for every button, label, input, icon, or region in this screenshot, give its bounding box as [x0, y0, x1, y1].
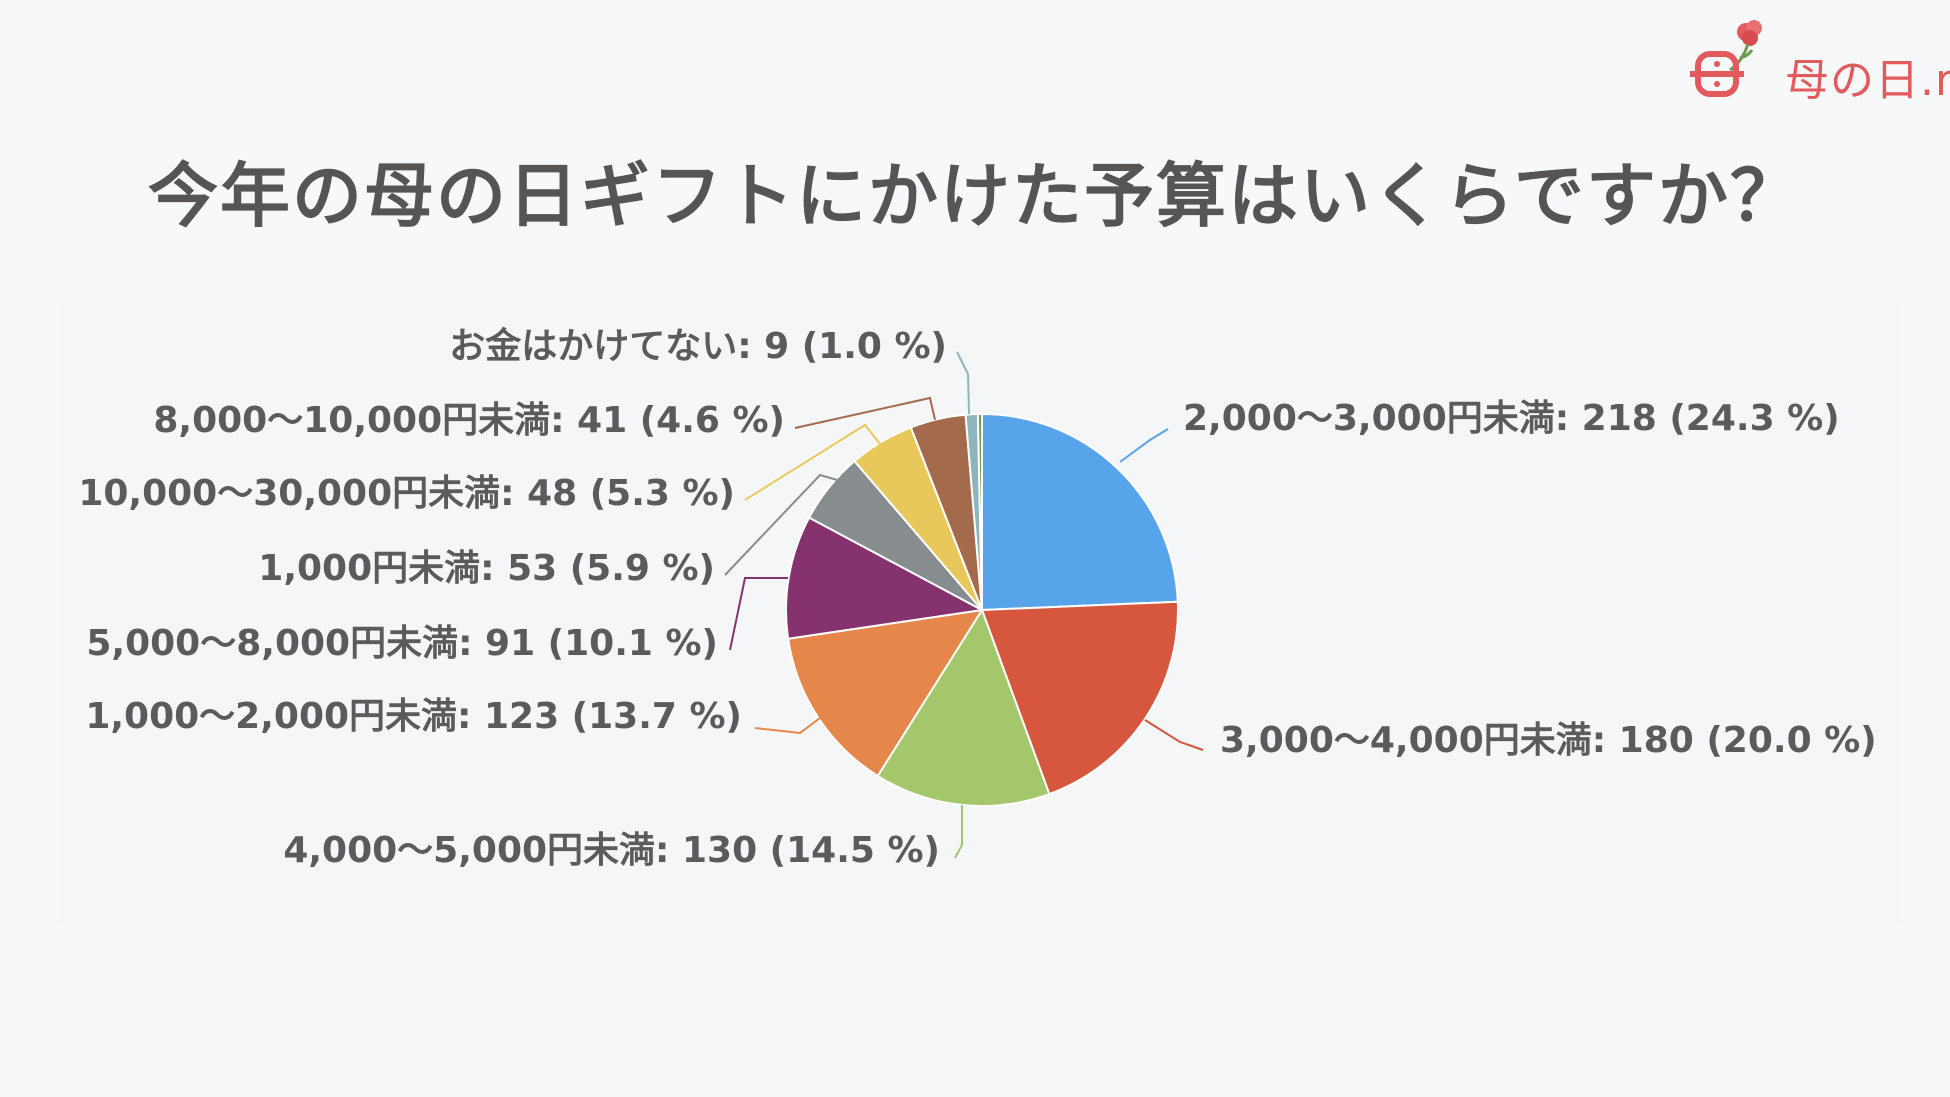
slice-label-3: 4,000〜5,000円未満: 130 (14.5 %): [283, 830, 940, 871]
pie-slice-2: [980, 600, 1179, 796]
leader-line-5: [729, 577, 788, 651]
leader-line-7: [744, 423, 881, 501]
slice-label-8: 8,000〜10,000円未満: 41 (4.6 %): [153, 400, 785, 441]
leader-lines: [724, 351, 1204, 859]
chart-title: 今年の母の日ギフトにかけた予算はいくらですか？: [148, 155, 1802, 237]
pie-slice-5: [785, 516, 986, 640]
leader-line-9: [956, 351, 970, 415]
slice-label-2: 3,000〜4,000円未満: 180 (20.0 %): [1220, 720, 1877, 761]
slice-label-7: 10,000〜30,000円未満: 48 (5.3 %): [78, 473, 735, 514]
pie-slice-3: [876, 607, 1051, 807]
logo-text: 母の日.me: [1785, 55, 1950, 106]
pie-slices: [785, 412, 1179, 807]
leader-line-3: [954, 805, 963, 859]
leader-line-8: [794, 396, 936, 429]
slice-label-9: お金はかけてない: 9 (1.0 %): [449, 325, 947, 367]
pie-slice-1: [981, 412, 1179, 612]
pie-slice-10: [976, 412, 983, 611]
leader-line-1: [1119, 428, 1169, 463]
slice-label-5: 5,000〜8,000円未満: 91 (10.1 %): [86, 623, 718, 664]
leader-line-6: [724, 473, 859, 576]
leader-line-4: [754, 711, 829, 735]
brand-logo: 母の日.me: [1690, 14, 1950, 106]
slice-label-6: 1,000円未満: 53 (5.9 %): [258, 548, 715, 589]
carnation-logo-icon: [1690, 20, 1762, 97]
leader-line-2: [1144, 719, 1204, 751]
slice-label-1: 2,000〜3,000円未満: 218 (24.3 %): [1183, 398, 1840, 439]
slice-label-4: 1,000〜2,000円未満: 123 (13.7 %): [85, 696, 742, 737]
slice-labels: 2,000〜3,000円未満: 218 (24.3 %) 3,000〜4,000円…: [78, 325, 1876, 871]
pie-slice-4: [786, 608, 985, 778]
